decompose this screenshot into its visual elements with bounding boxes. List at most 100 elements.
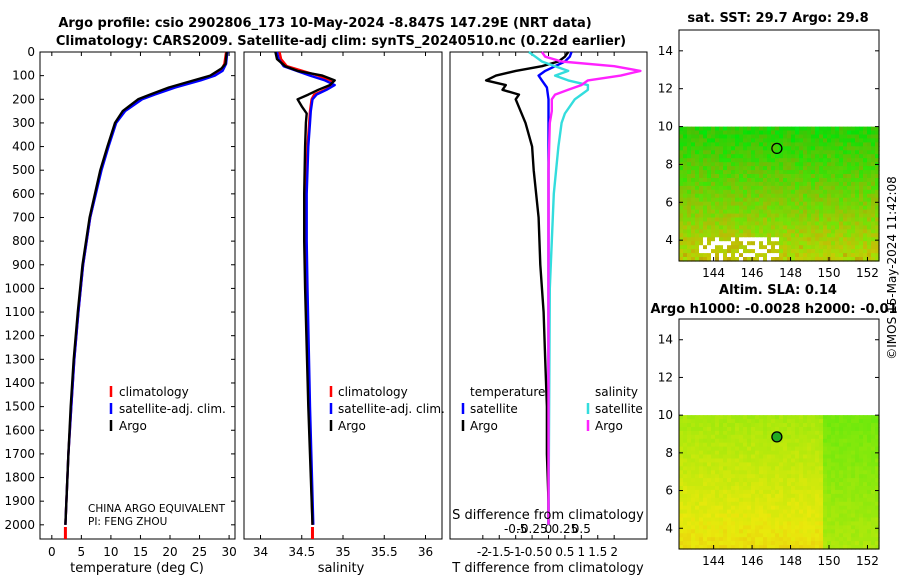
map-cell: [775, 142, 780, 147]
map-cell: [807, 537, 812, 542]
map-cell: [799, 438, 804, 444]
series-line-argo: [274, 51, 336, 525]
map-cell: [699, 454, 704, 459]
map-cell: [871, 237, 876, 242]
map-cell: [851, 138, 856, 143]
map-cell: [843, 245, 848, 250]
map-cell: [755, 225, 760, 230]
map-cell: [691, 213, 696, 219]
map-cell: [727, 217, 732, 223]
map-cell: [871, 537, 876, 542]
map-cell: [839, 201, 844, 207]
sla-map-title: Altim. SLA: 0.14: [719, 283, 837, 298]
map-cell: [691, 545, 696, 550]
map-cell: [831, 221, 836, 227]
map-cell: [807, 482, 812, 487]
map-cell: [739, 257, 744, 262]
map-cell: [755, 174, 760, 179]
map-cell: [819, 513, 824, 519]
map-cell: [875, 257, 880, 262]
map-cell: [787, 229, 792, 234]
map-cell: [735, 470, 740, 475]
map-cell: [703, 458, 708, 463]
map-cell: [779, 170, 784, 175]
map-cell: [855, 166, 860, 171]
map-cell: [783, 170, 788, 175]
map-cell: [739, 134, 744, 140]
map-cell: [799, 257, 804, 262]
map-cell: [875, 521, 880, 526]
map-cell: [795, 545, 800, 550]
map-cell: [863, 434, 868, 440]
map-cell: [835, 458, 840, 463]
map-cell: [719, 537, 724, 542]
map-cell: [711, 229, 716, 234]
map-cell: [839, 217, 844, 223]
map-cell: [867, 513, 872, 519]
map-cell: [747, 162, 752, 167]
map-cell: [851, 486, 856, 491]
map-cell: [811, 505, 816, 511]
map-cell: [707, 146, 712, 151]
map-cell: [779, 533, 784, 538]
map-cell: [835, 253, 840, 258]
map-cell: [699, 229, 704, 234]
map-cell: [723, 545, 728, 550]
map-cell: [871, 170, 876, 175]
map-cell: [707, 150, 712, 155]
map-cell: [819, 470, 824, 475]
map-cell: [807, 454, 812, 459]
map-cell: [679, 470, 684, 475]
map-cell: [843, 249, 848, 254]
map-cell: [763, 189, 768, 195]
map-cell: [823, 209, 828, 215]
map-cell: [831, 233, 836, 238]
map-cell: [775, 525, 780, 530]
map-cell: [711, 513, 716, 519]
map-cell: [811, 201, 816, 207]
map-cell: [767, 419, 772, 424]
map-cell: [679, 193, 684, 199]
map-cell: [683, 130, 688, 136]
map-cell: [719, 442, 724, 448]
map-cell: [787, 474, 792, 479]
map-cell: [795, 253, 800, 258]
map-cell: [851, 213, 856, 219]
map-cell: [715, 257, 720, 262]
map-cell: [719, 482, 724, 487]
map-cell: [739, 245, 744, 250]
map-cell: [743, 162, 748, 167]
map-cell: [839, 466, 844, 471]
map-cell: [775, 229, 780, 234]
map-lat-tick-label: 4: [665, 521, 673, 535]
map-cell: [719, 201, 724, 207]
map-cell: [751, 470, 756, 475]
map-cell: [711, 505, 716, 511]
map-cell: [707, 438, 712, 444]
map-cell: [783, 450, 788, 456]
map-cell: [767, 525, 772, 530]
map-cell: [687, 213, 692, 219]
map-cell: [863, 221, 868, 227]
map-cell: [795, 505, 800, 511]
map-cell: [699, 434, 704, 440]
map-cell: [831, 162, 836, 167]
map-cell: [679, 130, 684, 136]
map-cell: [747, 529, 752, 534]
map-cell: [843, 237, 848, 242]
map-cell: [743, 189, 748, 195]
map-cell: [779, 466, 784, 471]
map-cell: [867, 205, 872, 211]
map-cell: [819, 241, 824, 246]
map-cell: [743, 517, 748, 522]
map-cell: [727, 170, 732, 175]
map-cell: [815, 217, 820, 223]
map-cell: [847, 209, 852, 215]
map-cell: [739, 237, 744, 242]
map-cell: [859, 213, 864, 219]
map-cell: [743, 193, 748, 199]
map-cell: [727, 458, 732, 463]
map-cell: [743, 150, 748, 155]
map-cell: [679, 181, 684, 187]
map-cell: [683, 442, 688, 448]
